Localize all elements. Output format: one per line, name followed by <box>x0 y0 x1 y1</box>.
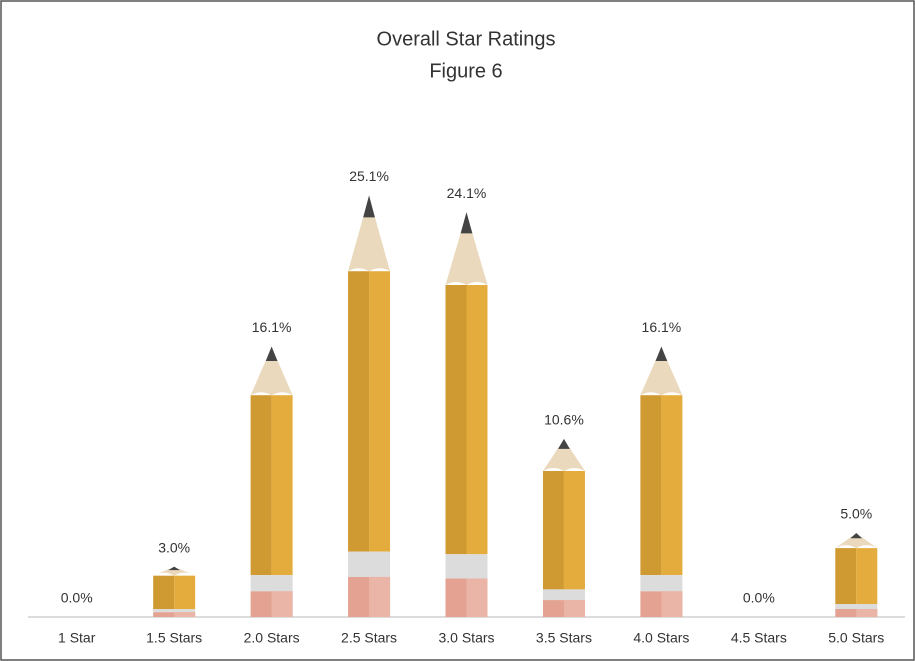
x-tick-label: 1 Star <box>58 630 96 646</box>
pencil-body-left <box>348 271 370 552</box>
pencil-eraser-shade <box>856 609 878 617</box>
pencil-body-left <box>250 395 272 576</box>
pencil-ferrule <box>153 609 196 613</box>
chart-subtitle: Figure 6 <box>429 60 502 82</box>
pencil-ferrule <box>250 575 293 592</box>
pencil-body-left <box>835 548 857 604</box>
pencil-eraser-shade <box>466 578 488 617</box>
x-tick-label: 3.0 Stars <box>438 630 494 646</box>
x-tick-label: 5.0 Stars <box>828 630 884 646</box>
pencil-bar <box>250 346 293 617</box>
pencil-body-right <box>661 395 683 576</box>
pencil-eraser-shade <box>369 576 391 617</box>
pencil-wood <box>640 358 683 396</box>
pencil-lead <box>850 533 863 539</box>
pencil-bar <box>835 533 878 617</box>
pencil-body-right <box>369 271 391 552</box>
pencil-lead <box>655 346 668 362</box>
x-tick-label: 4.5 Stars <box>731 630 787 646</box>
pencil-eraser-shade <box>661 591 683 617</box>
data-label: 0.0% <box>61 590 93 606</box>
pencil-lead <box>265 346 278 362</box>
pencil-ferrule <box>348 551 391 577</box>
pencil-wood <box>445 230 488 285</box>
pencil-body-left <box>542 470 564 590</box>
data-label: 5.0% <box>840 506 872 522</box>
pencil-lead <box>363 195 375 218</box>
pencil-eraser-shade <box>174 612 196 617</box>
data-label: 10.6% <box>544 412 584 428</box>
pencil-bar <box>640 346 683 617</box>
pencil-wood <box>542 446 585 471</box>
pencil-eraser-shade <box>271 591 293 617</box>
pencil-wood <box>153 568 196 576</box>
pencil-ferrule <box>640 575 683 592</box>
x-tick-label: 2.5 Stars <box>341 630 397 646</box>
pencil-body-left <box>640 395 662 576</box>
data-label: 16.1% <box>252 319 292 335</box>
pencil-body-right <box>856 548 878 604</box>
pencil-eraser-shade <box>563 600 585 617</box>
pencil-body-right <box>174 575 196 610</box>
pencil-bar <box>445 212 488 617</box>
pencil-lead <box>460 212 473 234</box>
data-label: 24.1% <box>447 185 487 201</box>
data-label: 0.0% <box>743 590 775 606</box>
pencil-ferrule <box>445 554 488 579</box>
pencil-wood <box>835 536 878 549</box>
x-tick-label: 1.5 Stars <box>146 630 202 646</box>
pencil-bar <box>153 566 196 617</box>
x-tick-label: 4.0 Stars <box>633 630 689 646</box>
pencil-body-right <box>563 470 585 590</box>
pencil-bar <box>542 438 585 617</box>
pencil-lead <box>168 566 181 571</box>
pencil-lead <box>558 438 570 449</box>
pencil-ferrule <box>835 603 878 610</box>
pencil-body-left <box>153 575 175 610</box>
pencil-body-left <box>445 284 467 555</box>
data-label: 16.1% <box>642 319 682 335</box>
pencil-body-right <box>271 395 293 576</box>
pencil-ferrule <box>542 589 585 601</box>
data-label: 25.1% <box>349 168 389 184</box>
x-tick-label: 3.5 Stars <box>536 630 592 646</box>
pencil-wood <box>250 358 293 396</box>
chart-title: Overall Star Ratings <box>377 28 556 50</box>
pencil-bar <box>348 195 391 617</box>
pencil-body-right <box>466 284 488 555</box>
pencil-wood <box>348 214 391 272</box>
x-tick-label: 2.0 Stars <box>244 630 300 646</box>
data-label: 3.0% <box>158 539 190 555</box>
